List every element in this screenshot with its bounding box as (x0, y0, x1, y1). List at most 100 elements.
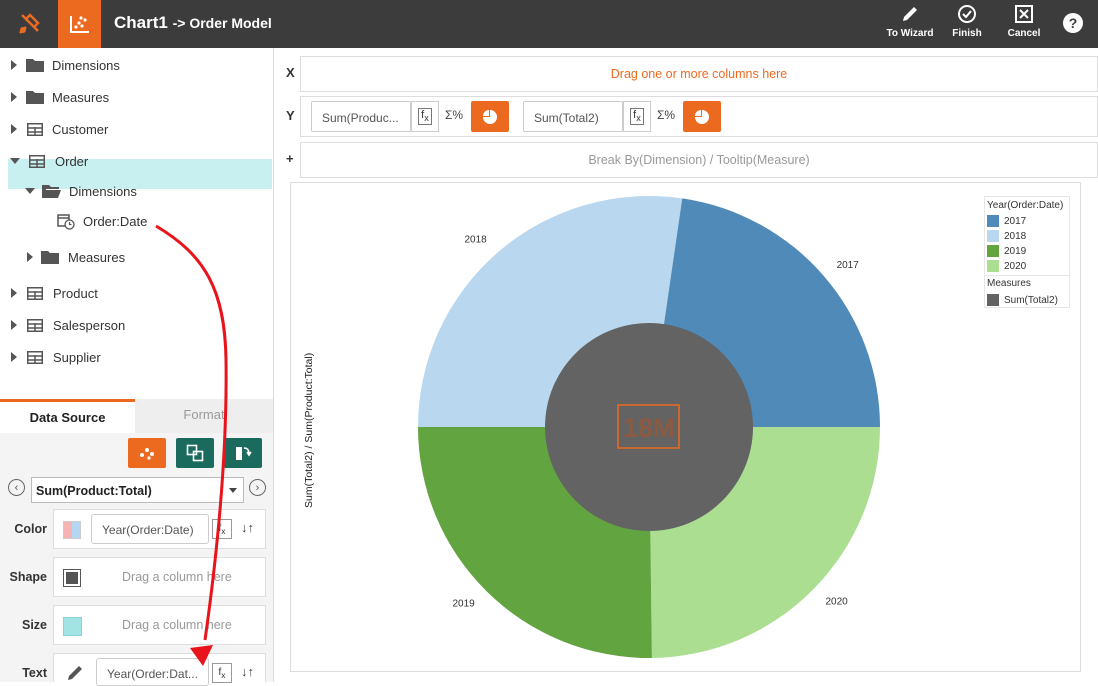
break-by-zone-label: + (286, 151, 294, 166)
chevron-down-icon (229, 488, 237, 493)
legend-item-2020[interactable]: 2020 (987, 259, 1026, 273)
tree-item-label: Dimensions (52, 57, 120, 73)
tree-selection-highlight (8, 159, 272, 189)
pane-divider[interactable] (273, 48, 274, 682)
table-icon (29, 154, 45, 168)
rotate-icon (236, 447, 252, 460)
size-swatch-icon[interactable] (63, 617, 82, 636)
center-label-selection-box (617, 404, 680, 449)
tree-item-order-dimensions[interactable]: Dimensions (0, 176, 273, 206)
pie-chart-icon (695, 109, 709, 124)
expand-caret-icon[interactable] (11, 60, 17, 70)
tree-item-product[interactable]: Product (0, 278, 273, 308)
center-value-label: 18M (623, 413, 676, 443)
tree-item-salesperson[interactable]: Salesperson (0, 310, 273, 340)
finish-label: Finish (952, 28, 982, 39)
tree-item-order-date[interactable]: Order:Date (0, 206, 273, 236)
color-palette-icon[interactable] (63, 521, 81, 539)
legend-item-sum-total2[interactable]: Sum(Total2) (987, 293, 1058, 307)
folder-icon (26, 91, 44, 104)
sort-icon[interactable]: ↓↑ (241, 520, 254, 535)
app-logo-icon[interactable] (0, 0, 58, 48)
next-measure-icon[interactable]: › (249, 479, 266, 496)
folder-open-icon (42, 185, 61, 198)
legend-item-2017[interactable]: 2017 (987, 214, 1026, 228)
legend-item-label: 2017 (1004, 215, 1027, 227)
color-label: Color (14, 522, 47, 536)
legend-swatch (987, 260, 999, 272)
expand-caret-icon[interactable] (11, 288, 17, 298)
measure-select-value: Sum(Product:Total) (36, 484, 152, 498)
slice-label-2018: 2018 (465, 234, 488, 245)
legend-swatch (987, 215, 999, 227)
collapse-caret-icon[interactable] (10, 158, 20, 164)
legend-title: Year(Order:Date) (987, 199, 1064, 211)
date-dimension-icon (57, 213, 75, 230)
page-title: Chart1 -> Order Model (114, 13, 272, 33)
sort-icon[interactable]: ↓↑ (241, 664, 254, 679)
formula-icon[interactable]: fx (623, 101, 651, 132)
top-toolbar: Chart1 -> Order Model To Wizard Finish C… (0, 0, 1098, 48)
legend-item-label: 2020 (1004, 260, 1027, 272)
tree-item-label: Measures (52, 89, 110, 105)
check-circle-icon (958, 5, 976, 23)
tree-item-measures[interactable]: Measures (0, 82, 273, 112)
formula-icon[interactable]: fx (411, 101, 439, 132)
legend-swatch (987, 245, 999, 257)
expand-caret-icon[interactable] (11, 352, 17, 362)
legend-item-2018[interactable]: 2018 (987, 229, 1026, 243)
tree-item-customer[interactable]: Customer (0, 114, 273, 144)
cancel-button[interactable]: Cancel (1004, 3, 1044, 45)
expand-caret-icon[interactable] (11, 320, 17, 330)
slice-label-2020: 2020 (825, 596, 848, 607)
y-zone-label: Y (286, 108, 295, 123)
x-drop-zone[interactable]: Drag one or more columns here (300, 56, 1098, 92)
scatter-chart-icon (140, 448, 154, 460)
help-icon[interactable]: ? (1063, 13, 1083, 33)
table-icon (27, 318, 43, 332)
chart-icon[interactable] (58, 0, 101, 48)
text-label: Text (22, 666, 47, 680)
chart-name: Chart1 (114, 13, 168, 32)
pencil-icon (903, 7, 917, 21)
legend-swatch (987, 230, 999, 242)
break-by-placeholder: Break By(Dimension) / Tooltip(Measure) (588, 153, 810, 167)
legend-swatch (987, 294, 999, 306)
chart-legend[interactable]: Year(Order:Date) 2017 2018 2019 2020 Mea… (984, 196, 1070, 308)
y-field-2[interactable]: Sum(Total2) (523, 101, 623, 132)
y-field-1[interactable]: Sum(Produc... (311, 101, 411, 132)
tab-data-source[interactable]: Data Source (0, 399, 135, 433)
pencil-icon[interactable] (65, 663, 85, 683)
legend-item-2019[interactable]: 2019 (987, 244, 1026, 258)
tree-item-order[interactable]: Order (0, 146, 273, 176)
previous-measure-icon[interactable]: ‹ (8, 479, 25, 496)
legend-measures-title: Measures (987, 277, 1031, 289)
table-icon (27, 122, 43, 136)
slice-label-2019: 2019 (452, 598, 475, 609)
shape-square-icon[interactable] (63, 569, 81, 587)
expand-caret-icon[interactable] (11, 124, 17, 134)
expand-caret-icon[interactable] (27, 252, 33, 262)
tree-item-label: Customer (52, 121, 109, 137)
x-zone-label: X (286, 65, 295, 80)
swap-axes-button[interactable] (224, 438, 262, 468)
collapse-caret-icon[interactable] (25, 188, 35, 194)
tree-item-dimensions[interactable]: Dimensions (0, 50, 273, 80)
inner-pie-total2[interactable] (545, 323, 753, 531)
tree-item-supplier[interactable]: Supplier (0, 342, 273, 372)
sigma-percent-icon[interactable]: Σ% (657, 108, 676, 122)
break-by-drop-zone[interactable]: Break By(Dimension) / Tooltip(Measure) (300, 142, 1098, 178)
pie-chart-icon (483, 109, 497, 124)
tree-item-label: Measures (68, 249, 126, 265)
expand-caret-icon[interactable] (11, 92, 17, 102)
size-label: Size (21, 618, 47, 632)
pie-chart-type-button[interactable] (683, 101, 721, 132)
finish-button[interactable]: Finish (948, 3, 986, 45)
to-wizard-button[interactable]: To Wizard (884, 3, 936, 45)
sigma-percent-icon[interactable]: Σ% (445, 108, 464, 122)
pie-chart-type-button[interactable] (471, 101, 509, 132)
tree-item-order-measures[interactable]: Measures (0, 242, 273, 272)
tree-item-label: Order:Date (83, 213, 148, 229)
legend-item-label: 2018 (1004, 230, 1027, 242)
